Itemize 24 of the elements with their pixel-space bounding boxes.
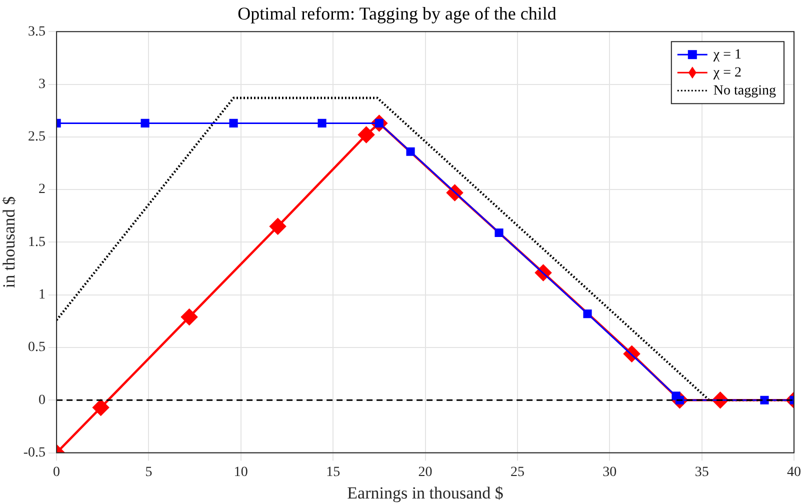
- x-tick-label: 5: [145, 464, 152, 480]
- y-tick-label: 0.5: [28, 340, 46, 356]
- y-tick-label: 2.5: [28, 130, 46, 145]
- x-tick-label: 25: [510, 464, 524, 480]
- x-tick-label: 15: [326, 464, 340, 480]
- x-axis-title: Earnings in thousand $: [347, 483, 504, 502]
- legend-label: No tagging: [713, 83, 776, 98]
- x-tick-label: 30: [602, 464, 617, 480]
- y-tick-label: 1: [38, 288, 46, 303]
- x-tick-label: 0: [53, 464, 60, 480]
- x-tick-label: 40: [787, 464, 801, 480]
- y-tick-label: 2: [38, 182, 46, 198]
- y-tick-label: 1.5: [28, 234, 46, 250]
- x-tick-label: 35: [694, 464, 709, 480]
- x-tick-label: 10: [234, 464, 248, 480]
- legend-label: χ = 1: [712, 47, 742, 62]
- y-tick-label: 3: [38, 76, 46, 92]
- y-tick-label: 3.5: [28, 24, 46, 40]
- x-tick-label: 20: [418, 464, 432, 480]
- chart-title: Optimal reform: Tagging by age of the child: [238, 4, 556, 24]
- y-tick-label: -0.5: [23, 445, 46, 460]
- legend-label: χ = 2: [712, 65, 742, 80]
- y-tick-label: 0: [38, 392, 46, 408]
- y-axis-title: in thousand $: [0, 196, 19, 288]
